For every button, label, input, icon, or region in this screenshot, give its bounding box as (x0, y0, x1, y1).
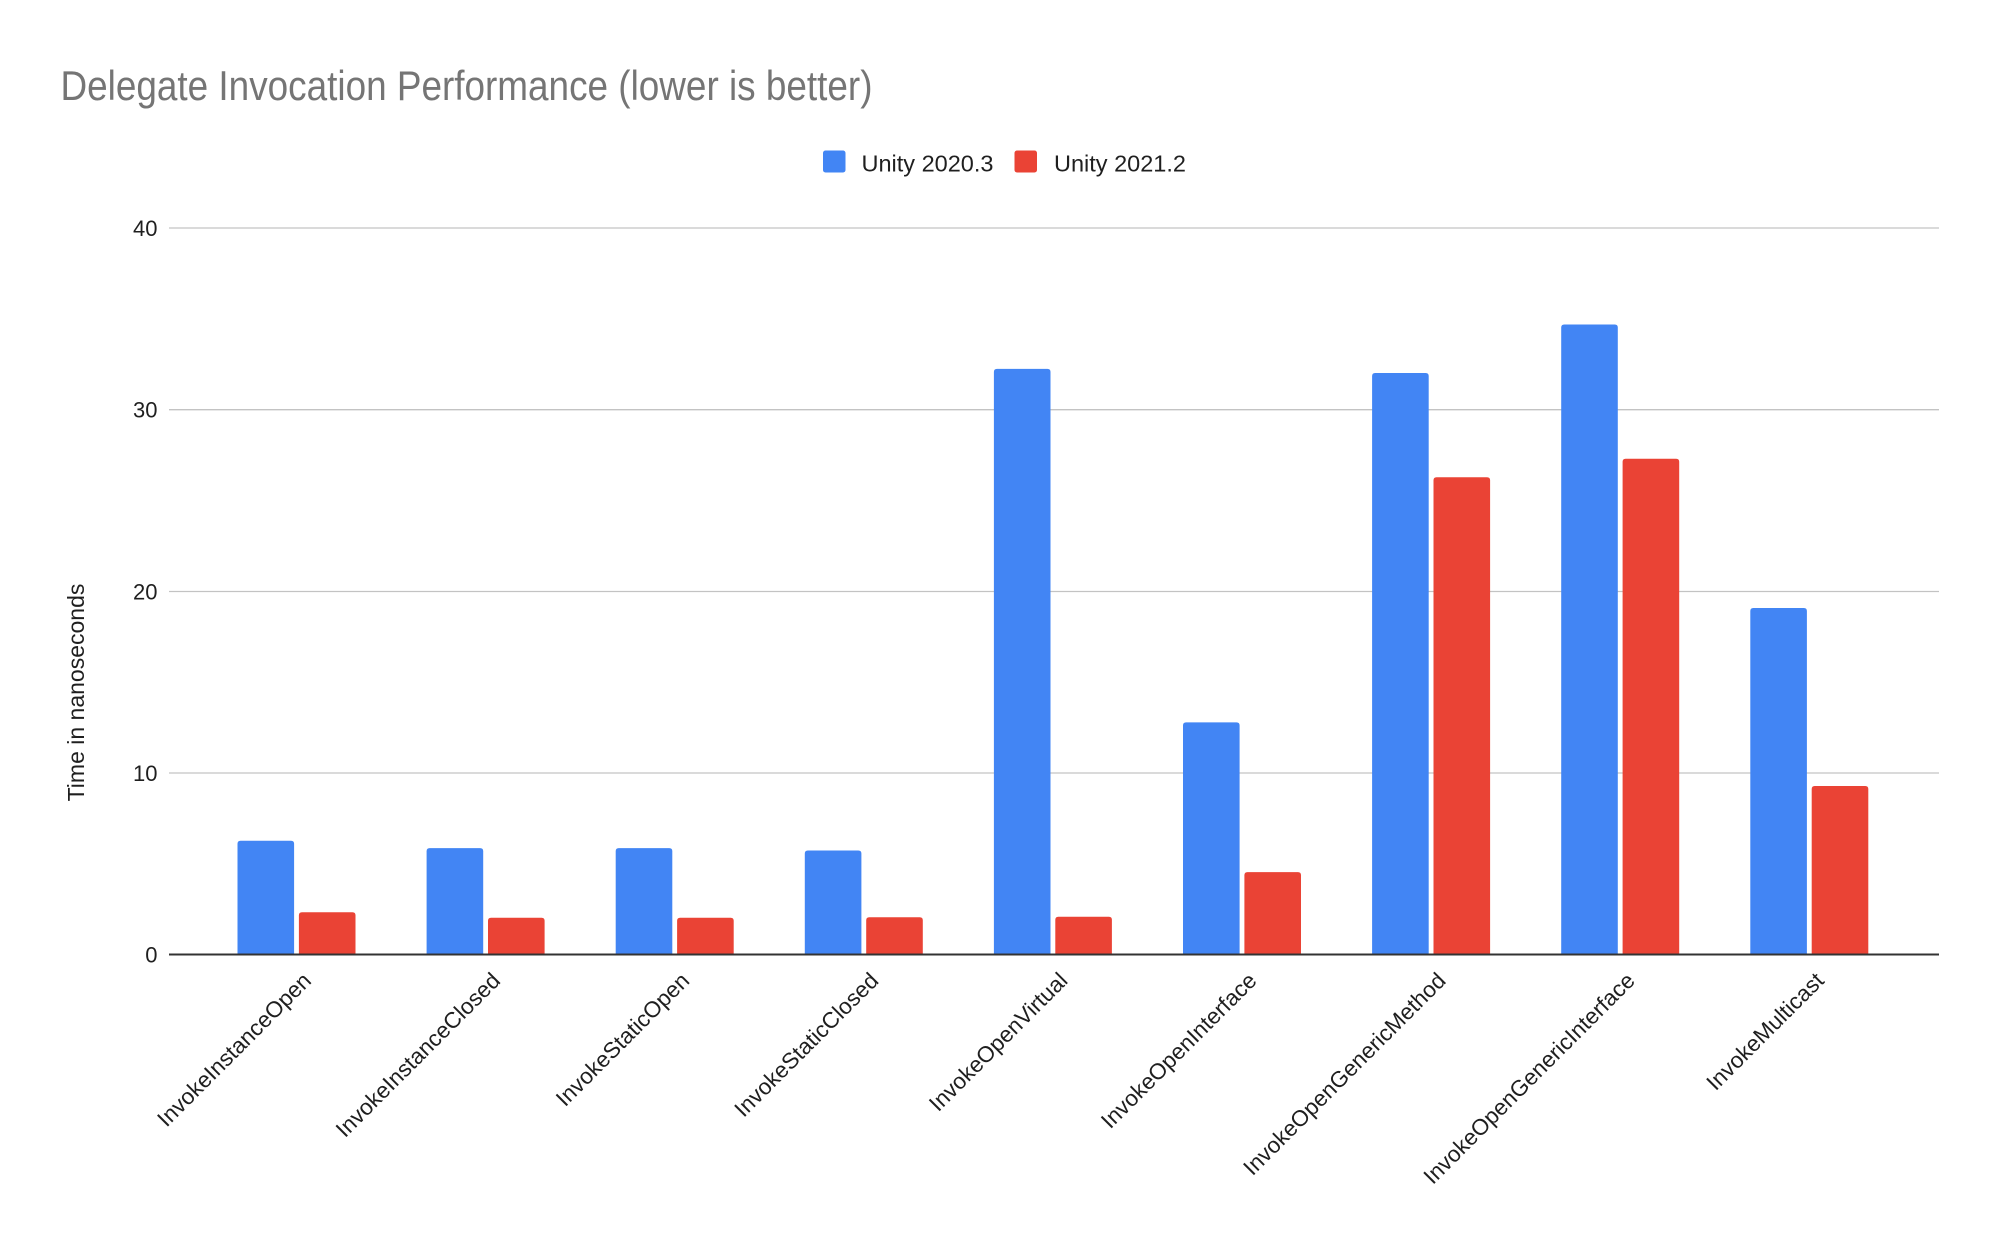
svg-text:Delegate Invocation Performanc: Delegate Invocation Performance (lower i… (61, 62, 873, 109)
svg-text:10: 10 (133, 761, 157, 786)
svg-text:0: 0 (145, 942, 157, 967)
svg-text:Unity 2021.2: Unity 2021.2 (1054, 151, 1186, 177)
svg-text:Time in nanoseconds: Time in nanoseconds (63, 584, 89, 802)
svg-text:Unity 2020.3: Unity 2020.3 (862, 151, 994, 177)
svg-text:20: 20 (133, 579, 157, 604)
svg-text:30: 30 (133, 398, 157, 423)
svg-text:40: 40 (133, 216, 157, 241)
